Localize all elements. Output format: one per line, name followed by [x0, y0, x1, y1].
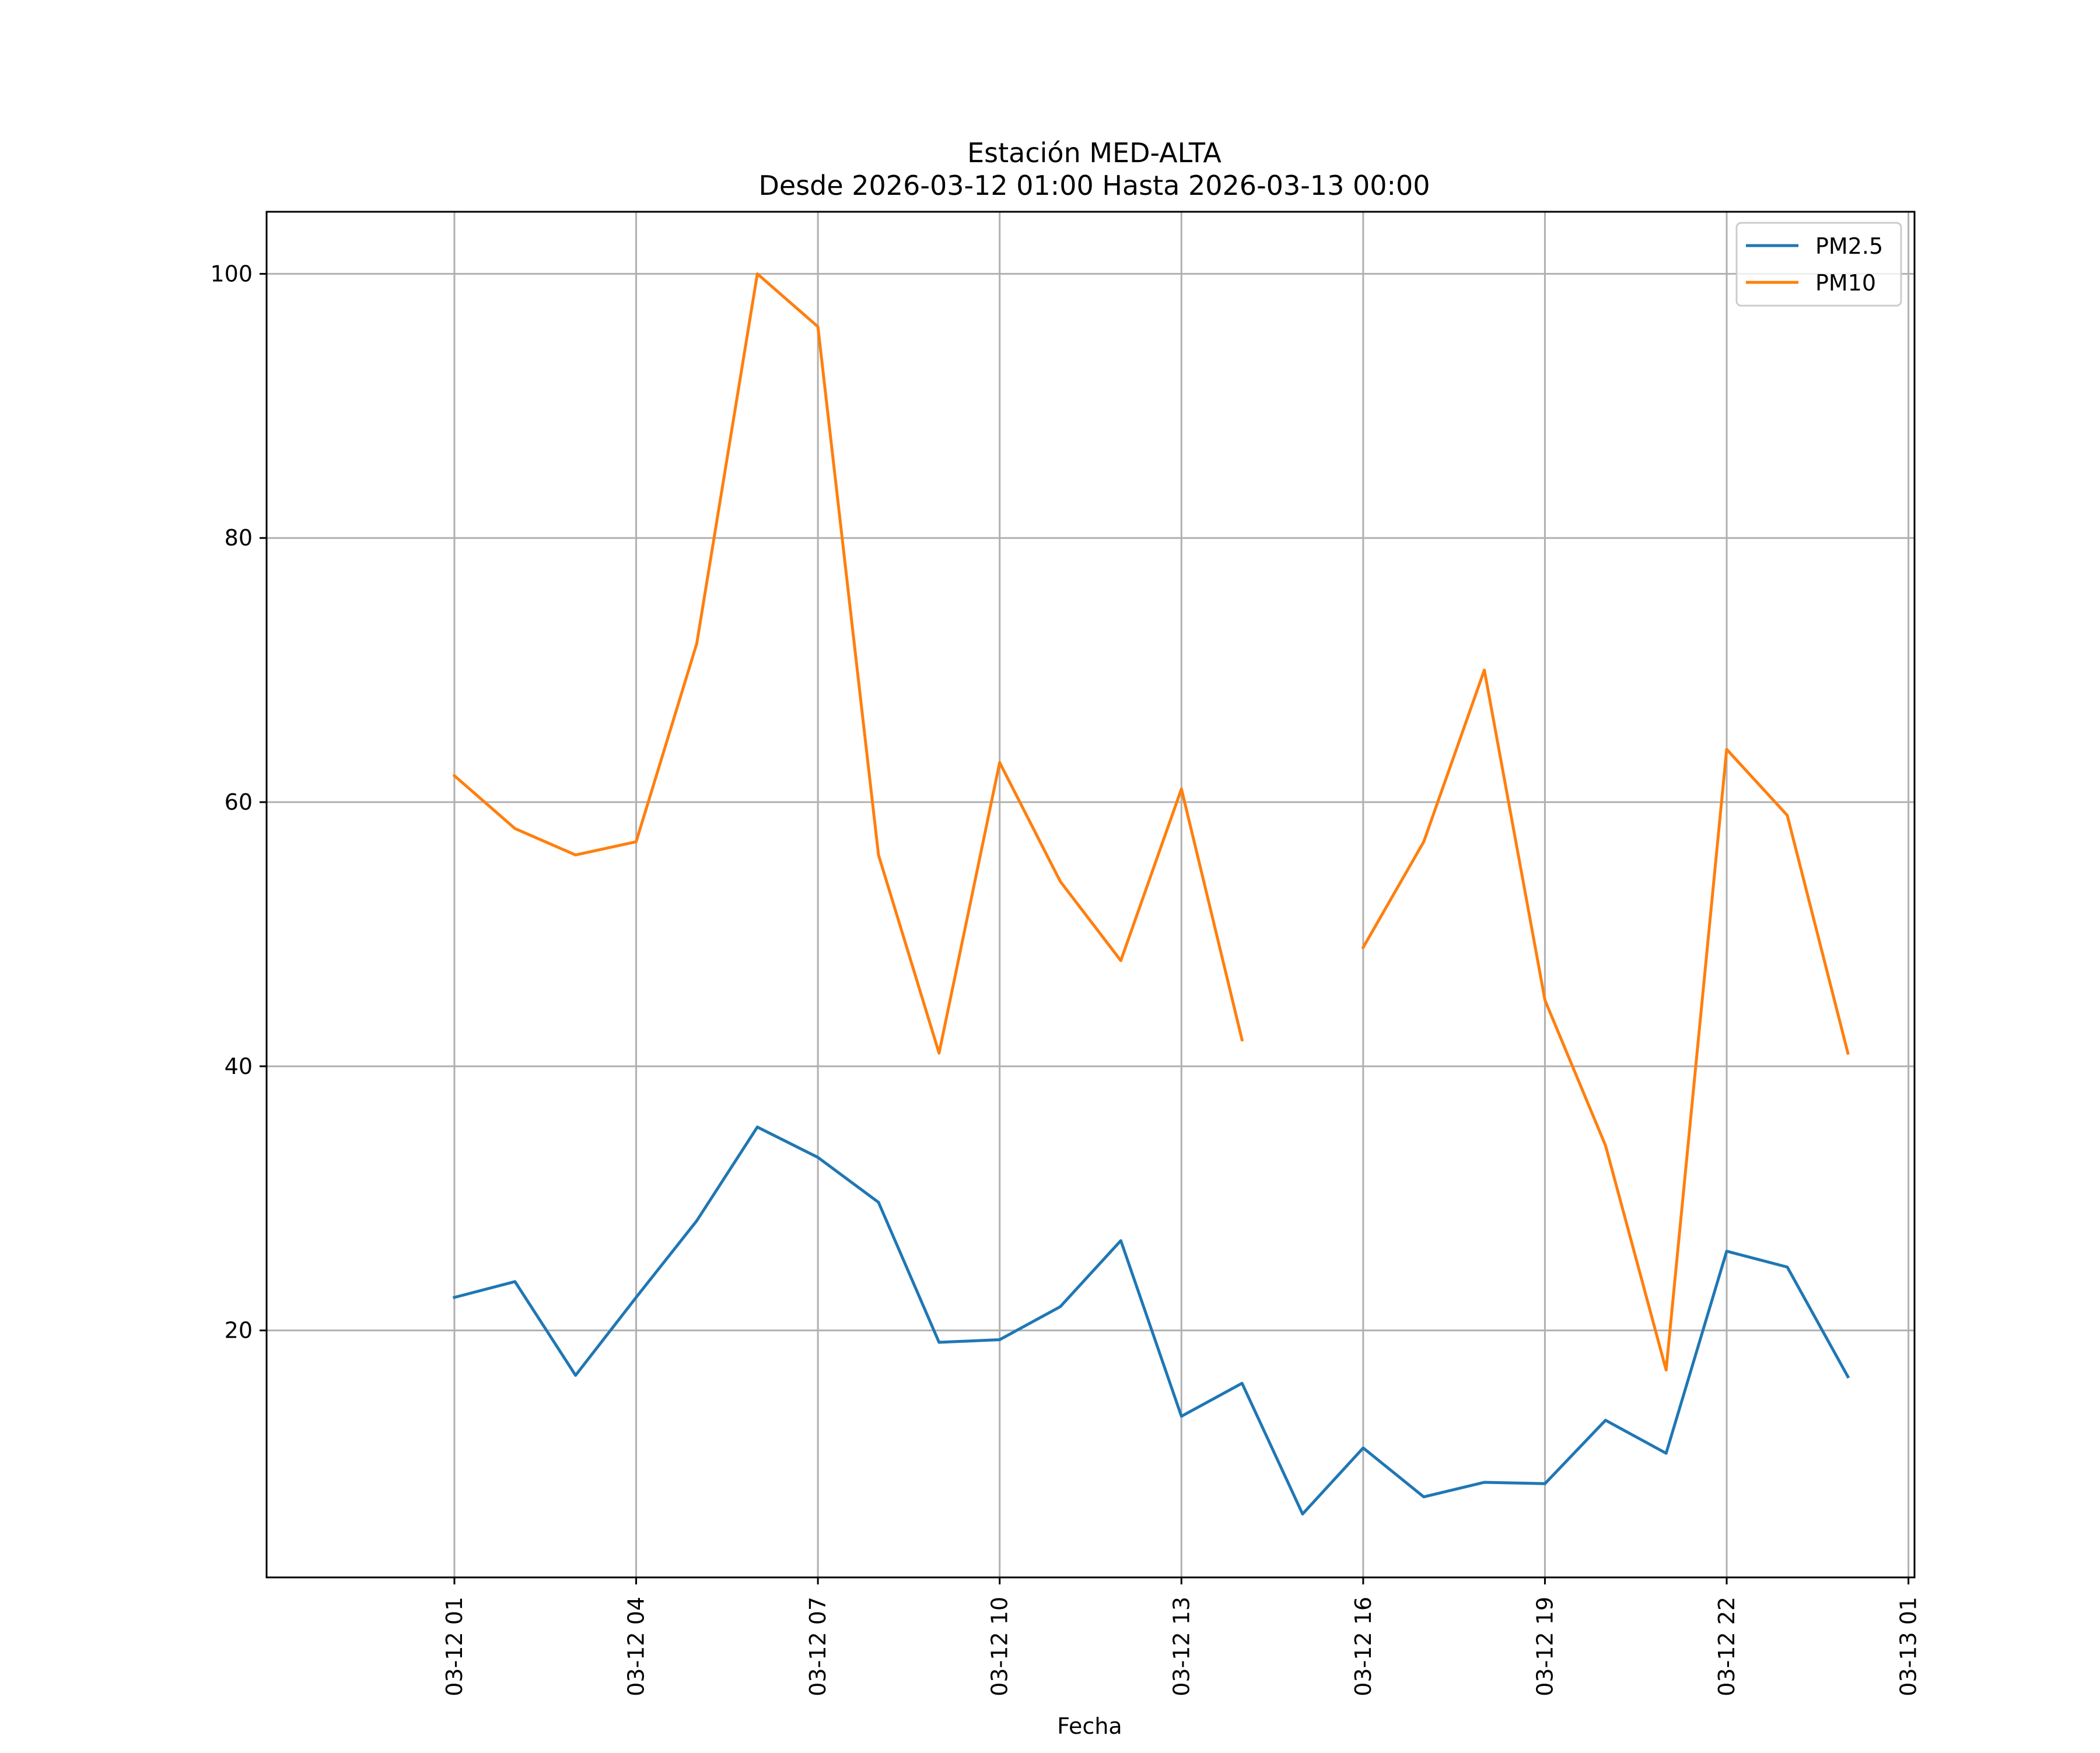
legend-label-pm10: PM10	[1815, 270, 1876, 296]
x-tick-label: 03-12 19	[1532, 1597, 1558, 1696]
y-tick-label: 40	[225, 1054, 253, 1079]
legend-label-pm25: PM2.5	[1815, 233, 1883, 259]
x-tick-label: 03-12 10	[987, 1597, 1013, 1696]
x-tick-label: 03-13 01	[1896, 1597, 1922, 1696]
chart-title-line-1: Estación MED-ALTA	[967, 137, 1222, 169]
plot-frame	[267, 212, 1915, 1577]
y-tick-label: 20	[225, 1318, 253, 1343]
y-tick-label: 100	[210, 261, 253, 286]
x-tick-label: 03-12 01	[442, 1597, 467, 1696]
x-axis-label: Fecha	[1057, 1713, 1122, 1739]
chart-title-line-2: Desde 2026-03-12 01:00 Hasta 2026-03-13 …	[758, 170, 1430, 201]
x-tick-label: 03-12 16	[1350, 1597, 1376, 1696]
x-tick-label: 03-12 04	[624, 1597, 649, 1696]
series-line-pm10	[454, 274, 1242, 1053]
x-tick-label: 03-12 07	[805, 1597, 831, 1696]
grid-lines	[267, 212, 1915, 1577]
plot-series	[454, 274, 1848, 1514]
legend: PM2.5 PM10	[1737, 223, 1901, 306]
series-line-pm25	[454, 1127, 1848, 1514]
y-tick-label: 80	[225, 525, 253, 551]
x-axis-ticks: 03-12 01 03-12 04 03-12 07 03-12 10 03-12 13…	[442, 1577, 1922, 1696]
x-tick-label: 03-12 13	[1168, 1597, 1194, 1696]
y-tick-label: 60	[225, 789, 253, 815]
x-tick-label: 03-12 22	[1714, 1597, 1740, 1696]
y-axis-ticks: 20 40 60 80 100	[210, 261, 267, 1343]
